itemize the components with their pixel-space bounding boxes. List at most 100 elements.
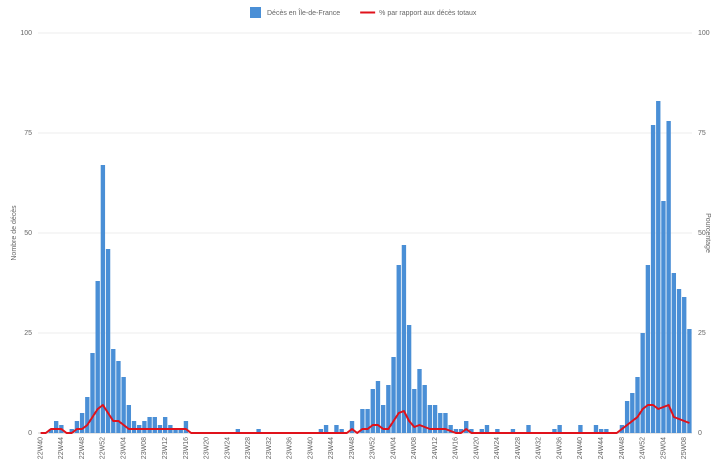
bar bbox=[318, 429, 324, 433]
bar bbox=[624, 401, 630, 433]
bar bbox=[557, 425, 562, 433]
bar bbox=[650, 125, 656, 433]
bar bbox=[131, 421, 137, 433]
bar bbox=[48, 429, 54, 433]
bar bbox=[111, 349, 116, 433]
bar bbox=[510, 429, 516, 433]
bar bbox=[69, 429, 74, 433]
bar bbox=[640, 333, 645, 433]
x-tick-label: 23W24 bbox=[224, 437, 231, 459]
x-tick-label: 25W08 bbox=[681, 437, 688, 459]
y-tick-label: 100 bbox=[20, 30, 32, 37]
y-tick-label: 50 bbox=[24, 230, 32, 237]
x-tick-label: 23W40 bbox=[307, 437, 314, 459]
x-tick-label: 24W12 bbox=[432, 437, 439, 459]
bar bbox=[162, 417, 168, 433]
bar bbox=[552, 429, 557, 433]
bar bbox=[635, 377, 640, 433]
bar bbox=[256, 429, 261, 433]
bar bbox=[401, 245, 407, 433]
x-tick-label: 23W44 bbox=[328, 437, 335, 459]
line bbox=[40, 404, 690, 434]
bar bbox=[375, 381, 381, 433]
x-tick-label: 22W48 bbox=[79, 437, 86, 459]
bar bbox=[417, 369, 422, 433]
bar bbox=[645, 265, 651, 433]
x-tick-label: 23W04 bbox=[120, 437, 127, 459]
bar bbox=[349, 421, 355, 433]
bar bbox=[671, 273, 677, 433]
x-tick-label: 24W32 bbox=[536, 437, 543, 459]
bar bbox=[438, 413, 443, 433]
bar bbox=[339, 429, 344, 433]
y2-tick-label: 75 bbox=[698, 130, 706, 137]
bar bbox=[469, 429, 474, 433]
bar bbox=[173, 429, 178, 433]
bar bbox=[391, 357, 396, 433]
x-tick-label: 25W04 bbox=[660, 437, 667, 459]
bar bbox=[412, 389, 417, 433]
x-tick-label: 23W36 bbox=[287, 437, 294, 459]
x-tick-label: 23W16 bbox=[183, 437, 190, 459]
bar bbox=[630, 393, 635, 433]
x-tick-label: 22W44 bbox=[58, 437, 65, 459]
bar bbox=[116, 361, 121, 433]
x-tick-label: 24W28 bbox=[515, 437, 522, 459]
x-tick-label: 24W40 bbox=[577, 437, 584, 459]
y2-tick-label: 0 bbox=[698, 430, 702, 437]
bar bbox=[178, 429, 183, 433]
x-tick-label: 23W28 bbox=[245, 437, 252, 459]
y2-tick-label: 100 bbox=[698, 30, 710, 37]
bar bbox=[427, 405, 433, 433]
bar bbox=[142, 421, 147, 433]
bar bbox=[687, 329, 692, 433]
legend-label: % par rapport aux décès totaux bbox=[379, 10, 477, 17]
bar bbox=[100, 165, 106, 433]
bar bbox=[334, 425, 339, 433]
bar bbox=[578, 425, 583, 433]
bar bbox=[85, 397, 90, 433]
bar bbox=[360, 409, 365, 433]
x-tick-label: 24W52 bbox=[640, 437, 647, 459]
legend-swatch bbox=[250, 7, 261, 18]
bar bbox=[448, 425, 453, 433]
bar bbox=[235, 429, 241, 433]
bar bbox=[598, 429, 604, 433]
x-tick-label: 24W48 bbox=[619, 437, 626, 459]
bar bbox=[53, 421, 59, 433]
y2-tick-label: 50 bbox=[698, 230, 706, 237]
y2-tick-label: 25 bbox=[698, 330, 706, 337]
y-tick-label: 0 bbox=[28, 430, 32, 437]
y-tick-label: 75 bbox=[24, 130, 32, 137]
bar bbox=[105, 249, 111, 433]
bar bbox=[323, 425, 329, 433]
y-tick-label: 25 bbox=[24, 330, 32, 337]
bar bbox=[147, 417, 152, 433]
bar bbox=[604, 429, 609, 433]
x-tick-label: 24W16 bbox=[453, 437, 460, 459]
bar bbox=[422, 385, 427, 433]
bar bbox=[121, 377, 126, 433]
bar bbox=[593, 425, 599, 433]
bar bbox=[152, 417, 157, 433]
y-axis-title: Nombre de décès bbox=[11, 205, 18, 261]
bar bbox=[396, 265, 401, 433]
bar bbox=[365, 409, 370, 433]
x-tick-label: 24W44 bbox=[598, 437, 605, 459]
bar bbox=[443, 413, 448, 433]
x-tick-label: 23W32 bbox=[266, 437, 273, 459]
bar bbox=[453, 429, 459, 433]
bar bbox=[183, 421, 189, 433]
x-tick-label: 23W12 bbox=[162, 437, 169, 459]
bar bbox=[656, 101, 661, 433]
x-tick-label: 23W52 bbox=[370, 437, 377, 459]
x-tick-label: 24W08 bbox=[411, 437, 418, 459]
bar bbox=[484, 425, 490, 433]
x-tick-label: 23W08 bbox=[141, 437, 148, 459]
bar bbox=[666, 121, 671, 433]
bar bbox=[479, 429, 484, 433]
bar bbox=[126, 405, 132, 433]
y2-axis-title: Pourcentage bbox=[704, 213, 711, 253]
bar bbox=[79, 413, 85, 433]
